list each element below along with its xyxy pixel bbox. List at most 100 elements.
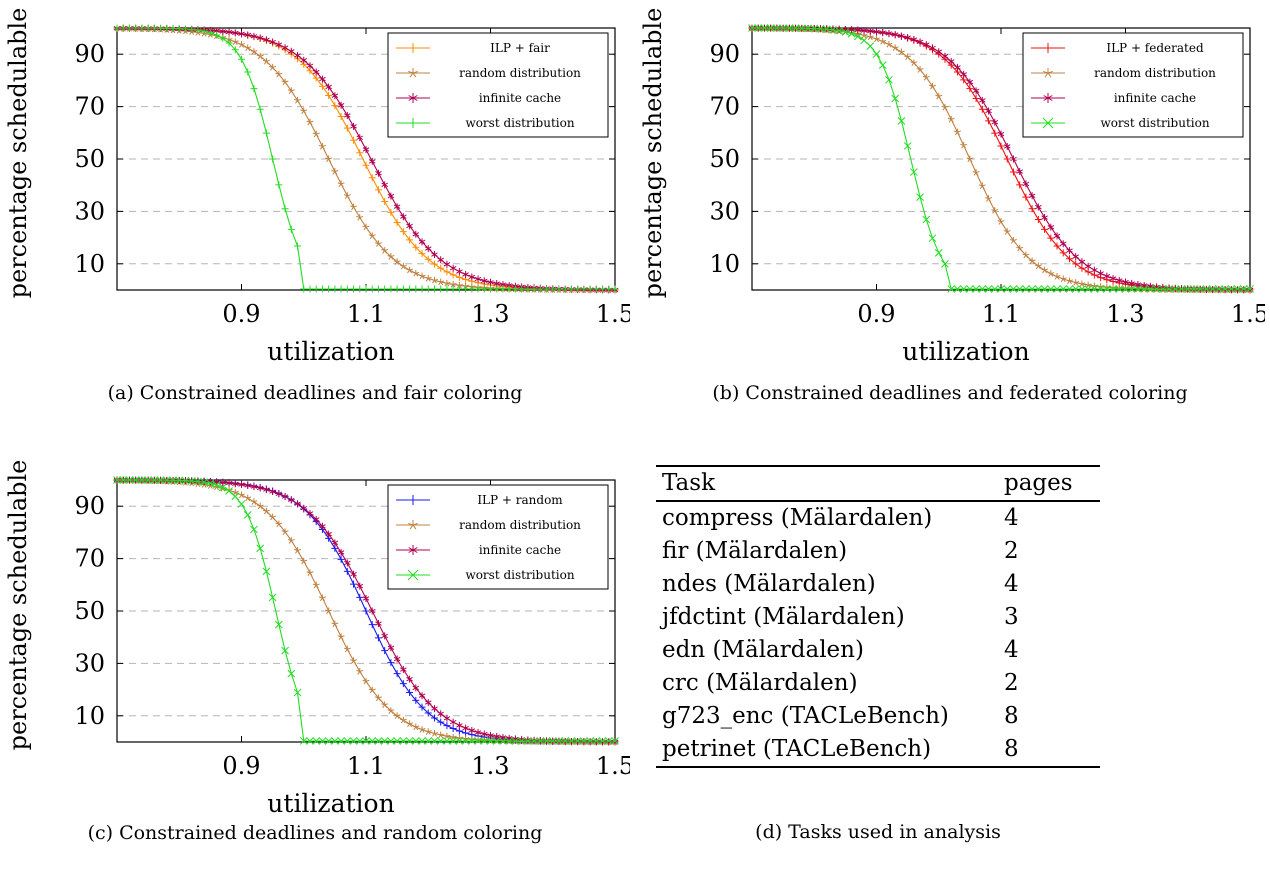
y-tick-label: 90 [709,40,740,68]
legend: ILP + federated random distribution infini… [1022,32,1244,138]
data-point [256,34,264,42]
data-point [1003,228,1011,235]
data-point [1233,285,1242,293]
data-point [312,130,320,138]
data-point [275,520,283,528]
data-point [1096,285,1105,293]
data-point [1016,181,1024,189]
x-axis-label: utilization [902,337,1029,366]
data-point [411,737,420,745]
data-point [972,285,980,293]
chart-c-caption: (c) Constrained deadlines and random col… [87,822,543,844]
data-point [922,73,930,81]
legend: ILP + random random distribution infinite … [387,484,609,590]
data-point [984,285,993,293]
data-point [381,181,388,189]
data-point [400,666,407,674]
chart-b: 10 30 50 70 90 0.9 1.1 1.3 1.5 utilization percent… [639,8,1265,366]
data-point [991,207,999,214]
data-point [1097,269,1104,277]
data-point [449,271,457,279]
task-pages: 3 [1004,604,1019,630]
data-point [941,260,949,268]
data-point [462,724,469,732]
data-point [325,607,333,615]
data-point [586,737,594,745]
data-point [430,714,438,722]
data-point [1239,285,1248,293]
data-point [773,24,781,32]
data-point [337,113,345,121]
data-point [1041,225,1049,233]
task-name: petrinet (TACLeBench) [662,736,932,762]
legend-label: random distribution [1094,66,1216,80]
x-tick-label: 1.1 [982,300,1020,328]
data-point [219,34,227,42]
x-tick-label: 1.3 [471,300,509,328]
data-point [922,215,931,224]
data-point [549,285,557,293]
data-point [511,737,520,745]
data-point [443,737,451,745]
data-point [872,50,881,58]
data-point [468,273,476,281]
data-point [468,285,476,293]
y-tick-label: 30 [74,649,105,677]
data-point [530,737,538,745]
x-tick-label: 1.5 [596,752,630,780]
data-point [294,51,301,59]
data-point [835,26,844,35]
data-point [337,180,345,188]
data-point [406,675,413,683]
data-point [238,491,245,499]
data-point [287,225,295,233]
task-name: fir (Mälardalen) [662,538,848,564]
data-point [418,737,426,745]
data-point [561,737,570,745]
data-point [269,63,277,71]
data-point [954,63,961,71]
data-point [418,703,426,711]
data-point [1059,249,1067,257]
header-task: Task [662,470,716,496]
data-point [592,737,601,745]
data-point [1078,285,1086,293]
data-point [985,107,992,115]
data-point [288,496,295,504]
data-point [387,285,395,293]
data-point [866,27,874,35]
data-point [804,24,812,33]
data-point [879,29,887,37]
data-point [119,476,128,484]
data-point [462,282,470,290]
data-point [343,124,351,132]
data-point [524,285,532,293]
data-point [916,38,924,46]
x-tick-label: 1.3 [1106,300,1144,328]
data-point [797,24,806,33]
data-point [294,96,302,104]
data-point [375,620,382,628]
task-pages: 2 [1004,538,1019,564]
data-point [300,557,308,565]
data-point [574,285,582,293]
data-point [393,258,401,265]
data-point [611,737,619,745]
data-point [343,567,351,575]
data-point [492,737,501,745]
data-point [325,530,332,538]
data-point [1053,242,1061,250]
data-point [972,94,980,102]
data-point [548,737,557,745]
table-row: compress (Mälardalen) 4 [656,501,1100,535]
data-point [1022,251,1030,259]
data-point [455,285,463,293]
data-point [487,278,494,286]
data-point [387,208,395,216]
data-point [306,509,314,517]
data-point [542,737,551,745]
data-point [953,285,962,293]
chart-a: 10 30 50 70 90 0.9 1.1 1.3 1.5 utilization percent… [4,8,630,366]
data-point [455,737,464,745]
data-point [243,510,252,519]
